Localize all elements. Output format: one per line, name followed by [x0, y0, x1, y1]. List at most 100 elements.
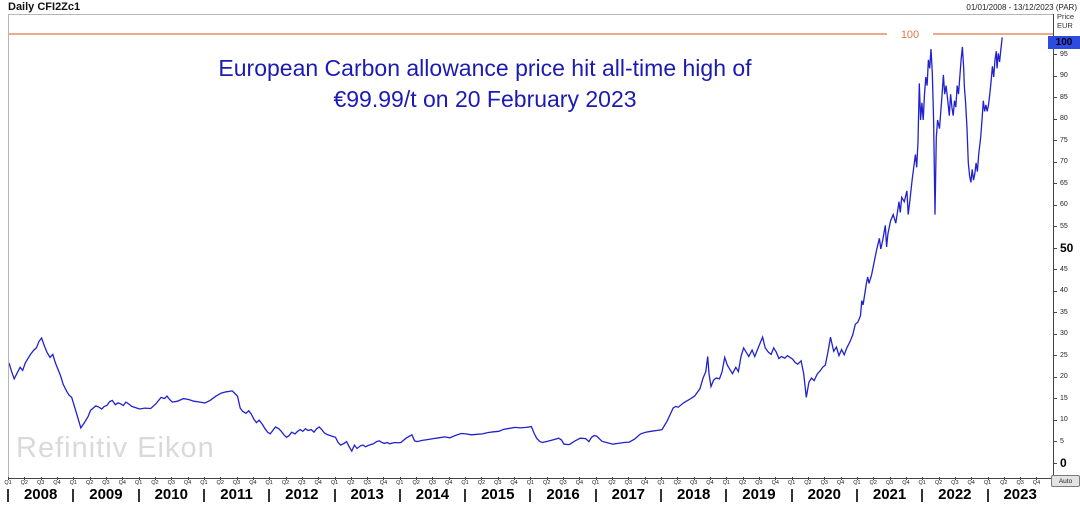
- x-axis-year-separator: [202, 489, 205, 502]
- x-axis-quarter-tick: [546, 477, 548, 480]
- x-axis-quarter-tick: [791, 477, 793, 480]
- y-axis-tick-mark: [1053, 183, 1057, 184]
- x-axis-quarter-tick: [318, 477, 320, 480]
- y-axis-tick-label: 85: [1060, 93, 1068, 101]
- x-axis-quarter-label: Q4: [1032, 480, 1041, 486]
- x-axis-quarter-label: Q1: [526, 480, 535, 486]
- current-level-badge: 100: [1048, 36, 1080, 49]
- y-axis-tick-label: 25: [1060, 351, 1068, 359]
- x-axis-quarter-label: Q3: [624, 480, 633, 486]
- x-axis-quarter-tick: [677, 477, 679, 480]
- x-axis-quarter-label: Q2: [869, 480, 877, 486]
- x-axis-quarter-tick: [350, 477, 352, 480]
- y-axis-tick-label: 40: [1060, 287, 1068, 294]
- x-axis-quarter-tick: [889, 477, 891, 480]
- y-axis-tick-label: 30: [1060, 330, 1068, 337]
- x-axis-quarter-label: Q2: [85, 480, 94, 486]
- x-axis-quarter-label: Q4: [445, 480, 453, 486]
- x-axis-quarter-tick: [285, 477, 287, 480]
- x-axis-year-label: 2015: [481, 486, 515, 503]
- x-axis-quarter-tick: [383, 477, 385, 480]
- x-axis-quarter-label: Q3: [298, 480, 306, 486]
- y-axis-tick-mark: [1053, 419, 1057, 421]
- y-axis-tick-label: 20: [1060, 373, 1068, 380]
- x-axis-year-label: 2023: [1003, 486, 1037, 503]
- x-axis-quarter-label: Q1: [657, 480, 665, 486]
- x-axis-year-separator: [594, 489, 597, 502]
- x-axis-year-label: 2009: [89, 486, 123, 503]
- x-axis-quarter-tick: [661, 477, 662, 480]
- y-axis-tick-mark: [1053, 269, 1057, 270]
- x-axis-quarter-label: Q1: [592, 480, 600, 486]
- x-axis-quarter-tick: [987, 477, 989, 480]
- x-axis-quarter-label: Q1: [200, 480, 208, 486]
- x-axis-year-separator: [660, 489, 662, 502]
- x-axis-quarter-label: Q2: [673, 480, 681, 486]
- y-axis-tick-label: 55: [1060, 222, 1068, 230]
- x-axis-quarter-tick: [220, 477, 222, 480]
- x-axis-quarter-label: Q4: [183, 480, 192, 486]
- chart-annotation: European Carbon allowance price hit all-…: [140, 53, 830, 115]
- y-axis-tick-label: 65: [1060, 179, 1068, 187]
- x-axis-quarter-tick: [775, 477, 777, 480]
- x-axis-quarter-label: Q3: [559, 480, 567, 486]
- x-axis-quarter-tick: [922, 477, 924, 480]
- auto-scale-button[interactable]: Auto: [1051, 475, 1080, 487]
- x-axis-quarter-tick: [530, 477, 532, 480]
- x-axis-quarter-tick: [432, 477, 434, 480]
- y-axis-tick-label: 80: [1060, 115, 1068, 122]
- y-axis-tick-mark: [1053, 140, 1057, 141]
- refinitiv-eikon-watermark: Refinitiv Eikon: [16, 432, 215, 464]
- x-axis-quarter-tick: [465, 477, 467, 480]
- x-axis-quarter-tick: [399, 477, 401, 480]
- x-axis-year-separator: [529, 489, 532, 502]
- x-axis-quarter-tick: [154, 477, 156, 480]
- y-axis-tick-mark: [1053, 312, 1057, 313]
- x-axis-quarter-label: Q4: [706, 480, 714, 486]
- x-axis-quarter-tick: [579, 477, 581, 480]
- x-axis-year-label: 2013: [350, 486, 384, 503]
- x-axis-quarter-tick: [709, 477, 711, 480]
- price-line-svg: 100: [9, 29, 1054, 453]
- x-axis-quarter-label: Q3: [167, 480, 175, 486]
- x-axis-quarter-label: Q2: [347, 480, 355, 486]
- x-axis-quarter-label: Q1: [69, 480, 77, 486]
- x-axis-quarter-label: Q2: [477, 480, 486, 486]
- x-axis-quarter-label: Q1: [787, 480, 796, 486]
- x-axis-year-separator: [137, 489, 140, 502]
- x-axis-quarter-tick: [252, 477, 254, 480]
- x-axis-quarter-tick: [840, 477, 842, 480]
- x-axis-quarter-label: Q1: [4, 480, 12, 486]
- x-axis-year-separator: [268, 489, 271, 502]
- x-axis-quarter-tick: [24, 477, 26, 480]
- x-axis-quarter-label: Q1: [134, 480, 143, 486]
- y-axis-title-price: Price: [1057, 12, 1075, 21]
- x-axis-quarter-label: Q3: [494, 480, 502, 486]
- x-axis-year-separator: [72, 489, 75, 502]
- x-axis-year-separator: [921, 489, 924, 502]
- x-axis-quarter-tick: [1020, 477, 1022, 480]
- x-axis-quarter-label: Q4: [575, 480, 584, 486]
- x-axis-quarter-tick: [236, 477, 238, 480]
- x-axis-quarter-label: Q3: [755, 480, 763, 486]
- x-axis-quarter-label: Q2: [412, 480, 420, 486]
- x-axis-quarter-label: Q3: [36, 480, 45, 486]
- y-axis-tick-mark: [1053, 75, 1057, 77]
- x-axis-quarter-tick: [89, 477, 91, 480]
- x-axis-quarter-tick: [301, 477, 303, 480]
- x-axis-quarter-tick: [693, 477, 695, 480]
- x-axis-quarter-tick: [938, 477, 940, 480]
- x-axis-quarter-tick: [1036, 477, 1038, 480]
- x-axis-quarter-label: Q2: [20, 480, 28, 486]
- y-axis-tick-label: 5: [1060, 437, 1064, 445]
- x-axis-quarter-label: Q3: [1016, 480, 1024, 486]
- x-axis-quarter-tick: [628, 477, 630, 480]
- x-axis-quarter-tick: [40, 477, 42, 480]
- x-axis-quarter-tick: [856, 477, 858, 480]
- x-axis-quarter-label: Q1: [265, 480, 273, 486]
- x-axis-quarter-tick: [726, 477, 728, 480]
- x-axis-quarter-tick: [497, 477, 499, 480]
- x-axis-quarter-tick: [105, 477, 107, 480]
- x-axis-quarter-tick: [905, 477, 907, 480]
- x-axis-quarter-tick: [367, 477, 369, 480]
